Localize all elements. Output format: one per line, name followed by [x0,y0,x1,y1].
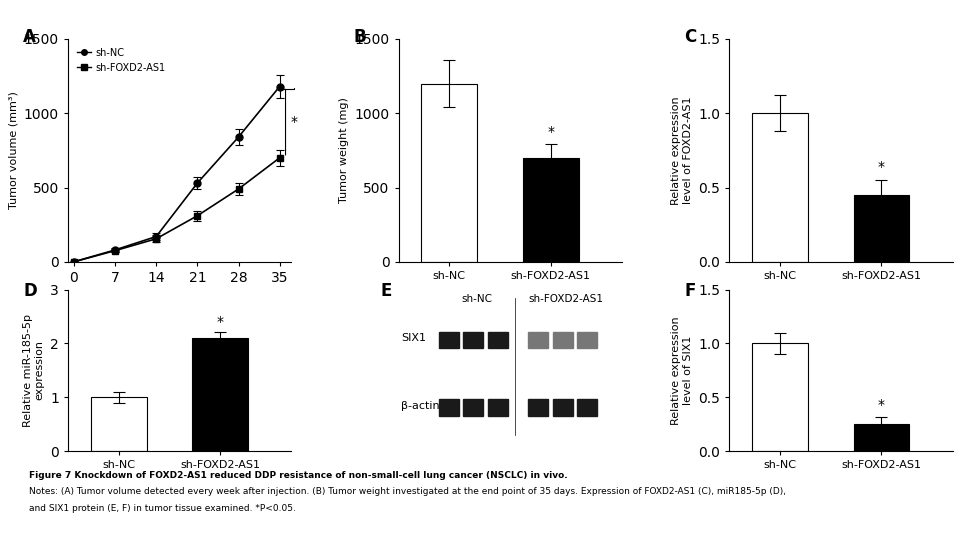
FancyBboxPatch shape [553,331,573,348]
Text: *: * [878,398,885,412]
Y-axis label: Relative expression
level of SIX1: Relative expression level of SIX1 [671,316,693,425]
Text: C: C [684,28,697,46]
Y-axis label: Tumor volume (mm³): Tumor volume (mm³) [9,91,18,209]
Bar [422,84,477,262]
Text: *: * [291,115,297,129]
Text: E: E [381,281,392,300]
FancyBboxPatch shape [438,331,459,348]
Y-axis label: Relative expression
level of FOXD2-AS1: Relative expression level of FOXD2-AS1 [671,96,693,205]
Text: β-actin: β-actin [400,401,439,411]
FancyBboxPatch shape [577,399,598,416]
FancyBboxPatch shape [528,331,548,348]
Bar [853,195,910,262]
Text: F: F [684,281,696,300]
Text: B: B [354,28,366,46]
Text: *: * [878,160,885,174]
Text: SIX1: SIX1 [400,333,426,343]
Bar [752,344,808,451]
Text: Notes: (A) Tumor volume detected every week after injection. (B) Tumor weight in: Notes: (A) Tumor volume detected every w… [29,487,786,496]
Text: and SIX1 protein (E, F) in tumor tissue examined. *P<0.05.: and SIX1 protein (E, F) in tumor tissue … [29,504,296,513]
FancyBboxPatch shape [553,399,573,416]
FancyBboxPatch shape [464,331,483,348]
Bar [752,113,808,262]
Bar [853,424,910,451]
Text: D: D [23,281,37,300]
Y-axis label: Tumor weight (mg): Tumor weight (mg) [339,97,349,203]
Bar [91,397,147,451]
FancyBboxPatch shape [488,399,508,416]
FancyBboxPatch shape [488,331,508,348]
Bar [523,158,579,262]
Legend: sh-NC, sh-FOXD2-AS1: sh-NC, sh-FOXD2-AS1 [73,44,169,76]
Text: *: * [217,315,224,329]
Text: *: * [547,125,554,139]
X-axis label: Days: Days [164,290,195,304]
FancyBboxPatch shape [464,399,483,416]
FancyBboxPatch shape [577,331,598,348]
FancyBboxPatch shape [528,399,548,416]
Text: Figure 7 Knockdown of FOXD2-AS1 reduced DDP resistance of non-small-cell lung ca: Figure 7 Knockdown of FOXD2-AS1 reduced … [29,471,568,480]
Bar [192,338,248,451]
Text: A: A [23,28,36,46]
Text: sh-NC: sh-NC [462,295,492,305]
Y-axis label: Relative miR-185-5p
expression: Relative miR-185-5p expression [23,314,45,427]
Text: sh-FOXD2-AS1: sh-FOXD2-AS1 [529,295,604,305]
FancyBboxPatch shape [438,399,459,416]
